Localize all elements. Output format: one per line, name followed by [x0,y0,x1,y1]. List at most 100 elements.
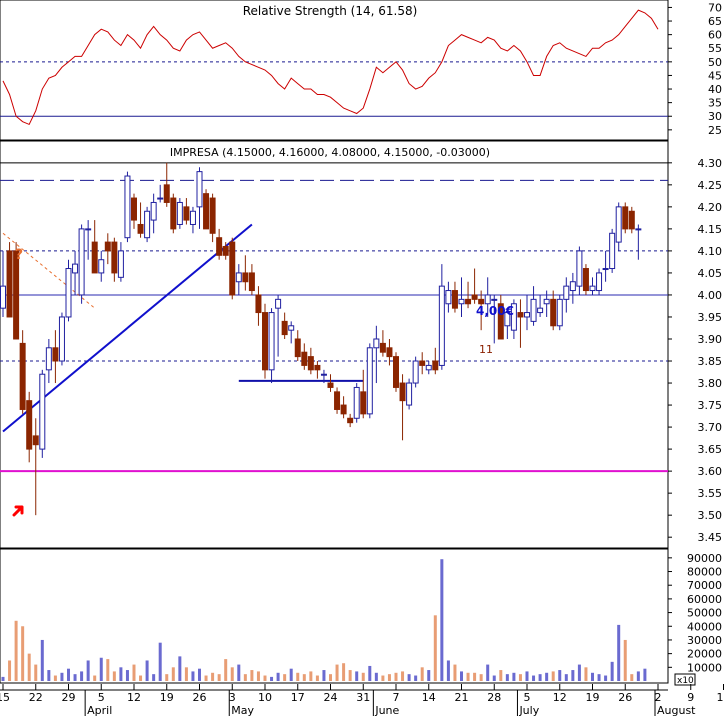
candle-up [117,250,124,278]
price-tick-label: 3.60 [698,465,723,478]
x-tick-label: 5 [98,691,105,704]
volume-bar [381,675,385,681]
volume-bar [296,672,300,681]
candle-down [163,184,170,203]
candle-up [602,268,609,271]
candle-down [52,347,59,362]
candle-up [196,171,203,208]
volume-bar [211,672,215,681]
candle-down [203,193,210,230]
volume-bar [329,674,332,681]
candle-up [268,312,275,371]
volume-bar [597,674,601,681]
volume-plot-area [0,548,669,684]
candle-down [248,272,255,292]
volume-bar [407,674,411,681]
candle-up [576,250,583,287]
candle-down [419,360,426,366]
volume-bar [139,675,143,681]
candle-down [32,435,39,446]
volume-bar [184,667,188,681]
x-tick-label: 28 [487,691,501,704]
price-tick-label: 4.00 [698,289,723,302]
rsi-tick-label: 45 [708,69,722,82]
volume-bar [342,663,346,681]
volume-bar [93,675,97,681]
volume-bar [309,671,313,681]
volume-bar [152,674,156,681]
volume-bar [610,661,614,681]
candle-down [386,347,393,358]
volume-tick-label: 30000 [687,634,722,647]
x-tick-label: 16 [717,691,724,704]
candle-up [275,298,282,309]
month-label: May [231,704,254,717]
volume-bar [617,624,621,681]
candle-up [504,312,511,327]
volume-bar [119,667,123,681]
candle-down [550,298,557,327]
volume-bar [21,626,25,681]
volume-bar [217,674,221,681]
candle-down [209,197,216,234]
x-tick-label: 29 [62,691,76,704]
price-tick-label: 3.70 [698,421,723,434]
volume-bar [584,667,588,681]
volume-tick-label: 50000 [687,607,722,620]
candle-down [360,391,367,415]
volume-bar [237,664,241,681]
price-tick-label: 3.95 [698,311,723,324]
candle-down [170,197,177,230]
candle-up [366,347,373,415]
candle-up [189,210,196,225]
x-tick-label: 12 [127,691,141,704]
volume-panel: 1000020000300004000050000600007000080000… [0,548,722,686]
candle-down [91,241,98,274]
volume-bar [446,660,450,681]
x-tick-label: 10 [258,691,272,704]
x-tick-label: 24 [324,691,338,704]
volume-bar [99,657,103,681]
volume-bar [518,674,522,681]
month-label: July [518,704,539,717]
candle-down [301,351,308,366]
candle-up [39,373,46,450]
volume-bar [545,672,549,681]
candle-down [137,223,144,234]
price-tick-label: 3.85 [698,355,723,368]
candle-up [157,197,164,200]
candle-down [216,237,223,256]
volume-bar [604,675,608,681]
candle-up [438,285,445,366]
candle-up [524,312,530,318]
candle-up [615,206,622,243]
volume-multiplier-box [674,673,696,686]
candle-down [628,210,635,230]
candle-up [406,382,413,406]
x-tick-label: 26 [193,691,207,704]
volume-bar [112,671,116,681]
volume-tick-label: 60000 [687,593,722,606]
candle-up [150,201,157,221]
candle-down [497,303,504,340]
candle-up [98,259,105,274]
rsi-tick-label: 25 [708,124,722,137]
volume-bar [165,674,169,681]
volume-tick-label: 90000 [687,552,722,565]
volume-bar [204,675,208,681]
candle-up [510,303,517,331]
volume-bar [132,664,136,681]
volume-bar [178,656,182,681]
candle-up [458,298,465,305]
x-tick-label: 31 [356,691,370,704]
volume-bar [473,672,477,681]
candle-down [340,404,347,415]
candle-down [294,338,301,358]
candle-up [373,338,380,349]
volume-bar [60,672,64,681]
candle-down [111,241,118,274]
candle-down [582,268,589,292]
volume-bar [158,642,162,681]
price-title: IMPRESA (4.15000, 4.16000, 4.08000, 4.15… [170,146,490,159]
